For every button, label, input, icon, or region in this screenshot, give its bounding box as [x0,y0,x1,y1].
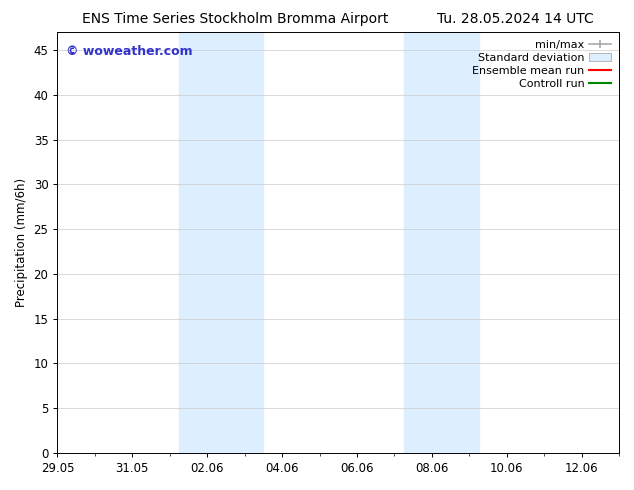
Legend: min/max, Standard deviation, Ensemble mean run, Controll run: min/max, Standard deviation, Ensemble me… [470,38,614,91]
Text: © woweather.com: © woweather.com [66,45,193,58]
Bar [404,32,479,453]
Bar [179,32,263,453]
Y-axis label: Precipitation (mm/6h): Precipitation (mm/6h) [15,178,28,307]
Text: Tu. 28.05.2024 14 UTC: Tu. 28.05.2024 14 UTC [437,12,594,26]
Text: ENS Time Series Stockholm Bromma Airport: ENS Time Series Stockholm Bromma Airport [82,12,389,26]
